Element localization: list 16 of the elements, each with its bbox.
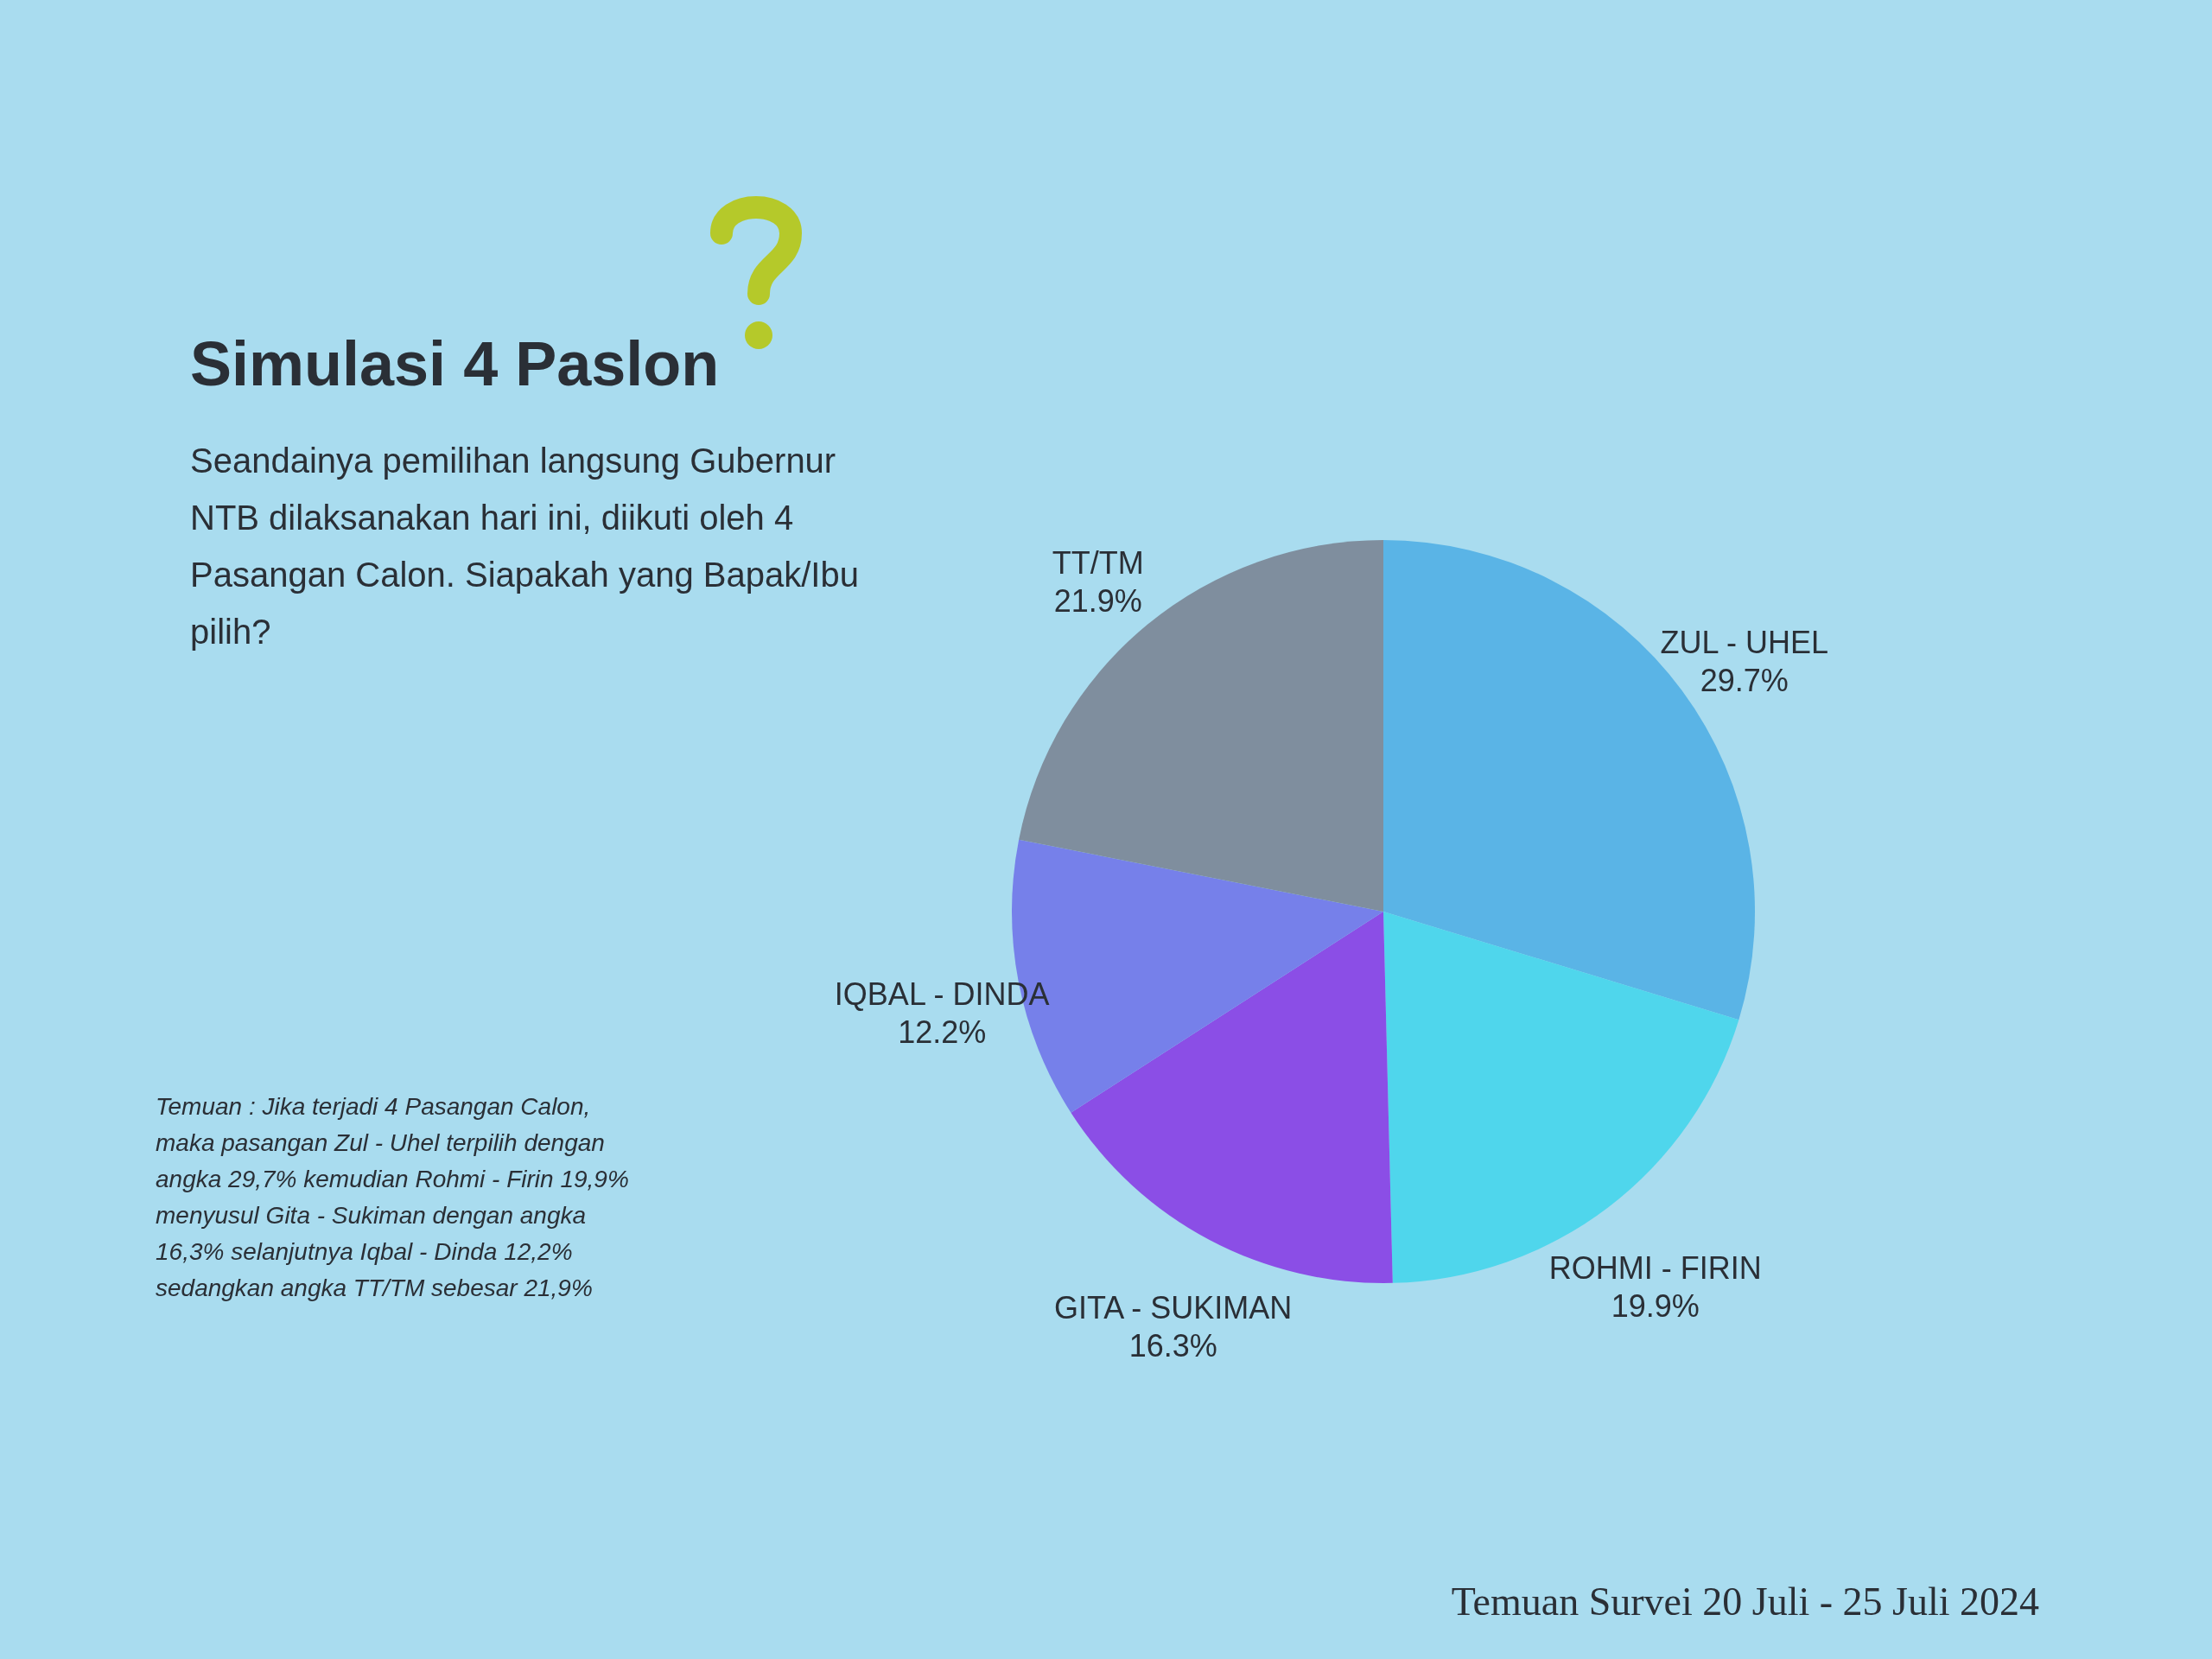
- chart-title: Simulasi 4 Paslon: [190, 328, 720, 399]
- pie-slice: [1019, 540, 1383, 912]
- slice-label: GITA - SUKIMAN: [1053, 1289, 1293, 1325]
- text: Seandainya pemilihan langsung Gubernur NTB dilaksanakan hari ini, diikuti oleh 4 Pasangan Calon. Siapakah yang Bapak/Ibu pilih?: [190, 441, 860, 652]
- slice-label: IQBAL - DINDA: [834, 976, 1050, 1013]
- text: Temuan : Jika terjadi 4 Pasangan Calon, maka pasangan Zul - Uhel terpilih dengan angka 29,7% kemudian Rohmi - Firin 19,9% menyusul Gita - Sukiman dengan angka 16,3% selanjutnya Iqbal - Dinda 12,2% sedangkan angka TT/TM sebesar 21,9%: [156, 1092, 630, 1303]
- pie-slice: [1071, 912, 1393, 1283]
- data-label: 21.9%: [1053, 583, 1142, 620]
- slice-label: TT/TM: [1052, 545, 1144, 582]
- text: Temuan Survei 20 Juli - 25 Juli 2024: [1451, 1579, 2039, 1624]
- data-label: 12.2%: [898, 1014, 987, 1051]
- data-label: 19.9%: [1611, 1287, 1700, 1324]
- data-label: 29.7%: [1700, 663, 1789, 699]
- slice-label: ZUL - UHEL: [1660, 625, 1829, 661]
- data-label: 16.3%: [1128, 1327, 1217, 1363]
- slice-label: ROHMI - FIRIN: [1548, 1249, 1762, 1286]
